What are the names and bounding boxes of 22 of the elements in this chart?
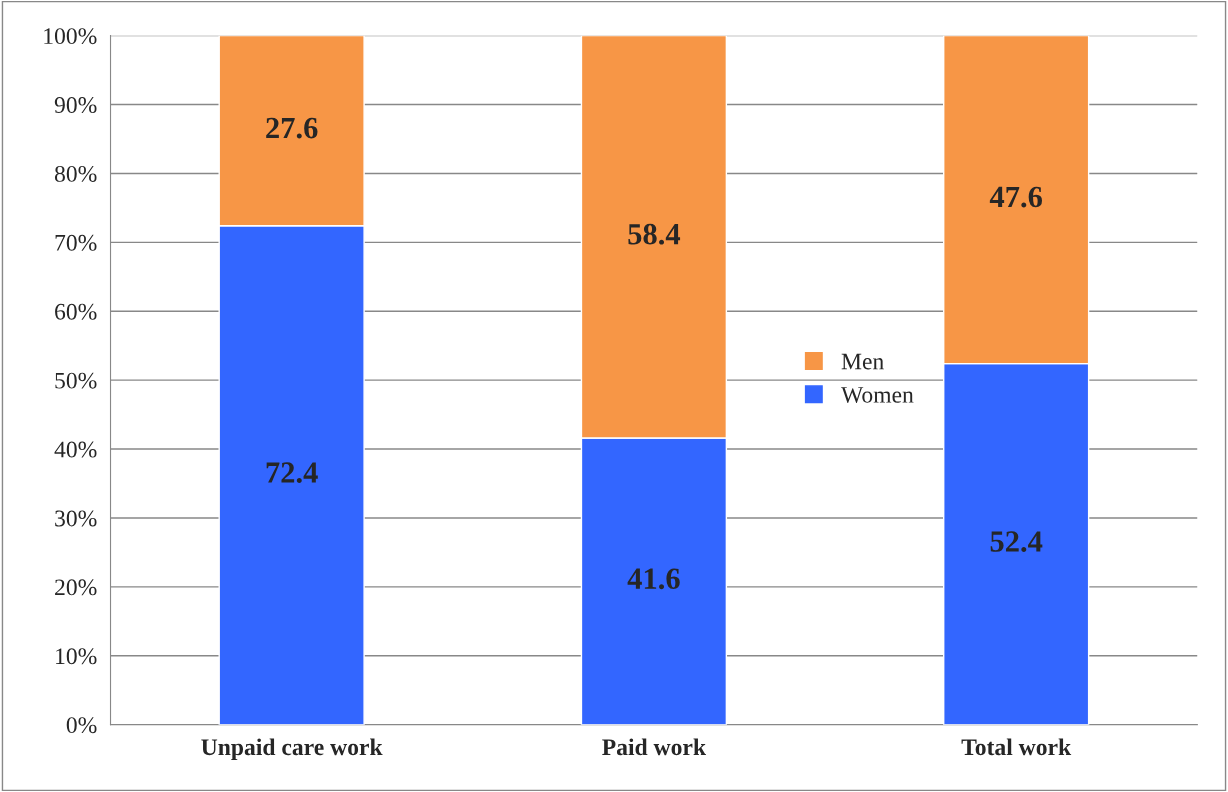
- y-tick-label: 70%: [55, 234, 97, 251]
- legend-label: Men: [841, 353, 884, 370]
- y-tick-label: 20%: [55, 579, 97, 596]
- data-label: 58.4: [628, 223, 681, 245]
- y-tick-label: 50%: [55, 372, 97, 389]
- data-label: 52.4: [990, 531, 1043, 552]
- x-tick-label: Total work: [961, 738, 1072, 756]
- y-tick-label: 0%: [66, 717, 97, 734]
- data-label: 41.6: [627, 568, 680, 590]
- y-tick-label: 100%: [44, 28, 97, 45]
- data-label: 47.6: [989, 186, 1043, 208]
- y-tick-label: 10%: [56, 648, 97, 665]
- y-tick-label: 80%: [54, 165, 97, 182]
- x-tick-label: Paid work: [602, 738, 707, 756]
- y-tick-label: 60%: [55, 303, 97, 320]
- data-label: 72.4: [266, 462, 318, 484]
- y-tick-label: 90%: [54, 97, 97, 114]
- y-tick-label: 40%: [54, 441, 97, 458]
- legend-label: Women: [841, 387, 914, 403]
- x-tick-label: Unpaid care work: [201, 738, 383, 760]
- y-tick-label: 30%: [55, 510, 97, 527]
- data-label: 27.6: [266, 117, 318, 139]
